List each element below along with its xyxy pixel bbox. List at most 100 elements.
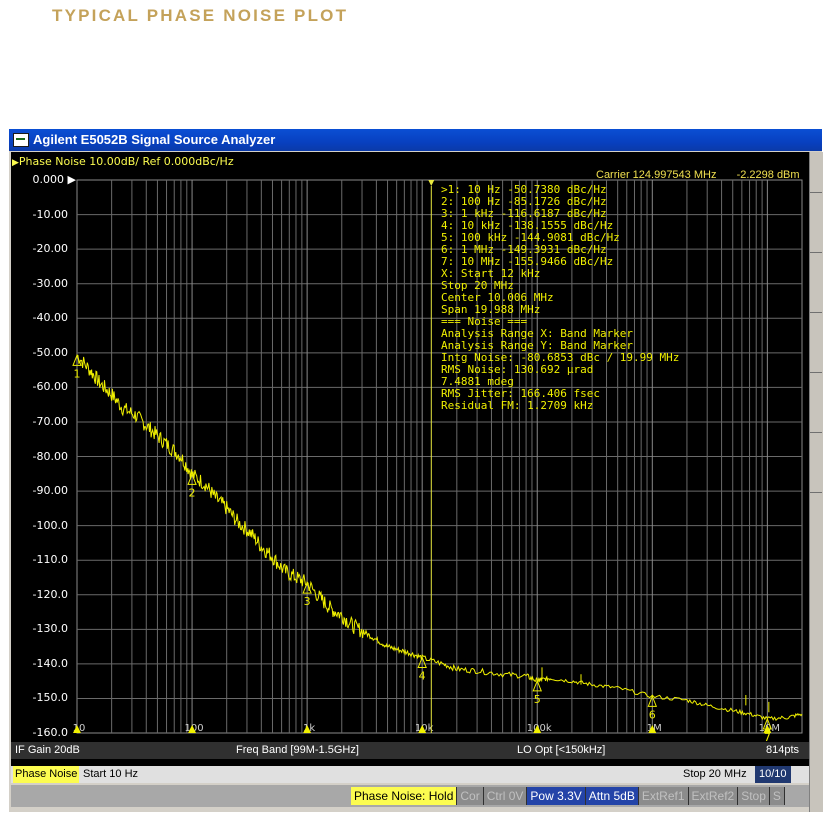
marker-label: 1 — [74, 367, 81, 380]
marker-table-row: RMS Jitter: 166.406 fsec — [441, 387, 600, 400]
softkey-5[interactable]: ExtRef1 — [638, 787, 689, 805]
softkey-0[interactable]: Phase Noise: Hold — [351, 787, 458, 805]
softkey-3[interactable]: Pow 3.3V — [527, 787, 586, 805]
ref-level-label: 0.000 ▶ — [32, 173, 76, 186]
x-tick-label: 100 — [185, 723, 204, 734]
rail-segment — [810, 152, 822, 193]
carrier-level: -2.2298 dBm — [736, 169, 800, 181]
x-tick-label: 100k — [527, 723, 552, 734]
marker-label: 3 — [304, 595, 311, 608]
marker-table-row: 3: 1 kHz -116.6187 dBc/Hz — [441, 207, 607, 220]
marker-triangle — [72, 354, 82, 366]
marker-table-row: Analysis Range Y: Band Marker — [441, 339, 633, 352]
y-tick-label: -140.0 — [32, 656, 68, 670]
y-tick-label: -110.0 — [32, 553, 68, 567]
marker-axis-indicator — [73, 725, 81, 733]
marker-axis-indicator — [648, 725, 657, 733]
y-tick-label: -150.0 — [32, 691, 68, 705]
marker-label: 6 — [649, 708, 656, 721]
rail-segment — [810, 192, 822, 253]
softkey-4[interactable]: Attn 5dB — [585, 787, 639, 805]
status-bar-settings: IF Gain 20dB Freq Band [99M-1.5GHz] LO O… — [11, 742, 809, 759]
marker-label: 7 — [764, 731, 771, 744]
page-indicator[interactable]: 10/10 — [755, 766, 791, 783]
y-tick-label: -80.00 — [32, 449, 68, 463]
marker-axis-indicator — [188, 725, 197, 733]
trace-screen[interactable]: 10 100 1k 10k 100k 1M 10M 1 2 3 4 5 6 7 >1: 10 Hz -50.… — [11, 152, 809, 781]
points-label: 814pts — [766, 744, 800, 756]
x-tick-label: 1k — [303, 723, 315, 734]
x-tick-label: 10 — [73, 723, 86, 734]
y-tick-label: -70.00 — [32, 414, 68, 428]
marker-axis-indicator — [763, 725, 772, 733]
marker-table-row: 7.4881 mdeg — [441, 375, 514, 388]
marker-table-row: Span 19.988 MHz — [441, 303, 540, 316]
window-titlebar[interactable]: Agilent E5052B Signal Source Analyzer — [9, 129, 822, 151]
marker-triangle — [187, 473, 197, 485]
trace-active-arrow-icon: ▶ — [12, 158, 19, 168]
marker-triangle — [302, 581, 312, 594]
y-tick-label: -60.00 — [32, 380, 68, 394]
softkey-2[interactable]: Ctrl 0V — [483, 787, 528, 805]
trace-header: ▶Phase Noise 10.00dB/ Ref 0.000dBc/Hz — [12, 155, 234, 168]
carrier-info: Carrier 124.997543 MHz -2.2298 dBm — [596, 169, 800, 181]
marker-table-row: 4: 10 kHz -138.1555 dBc/Hz — [441, 219, 613, 232]
marker-table-row: X: Start 12 kHz — [441, 267, 540, 280]
freq-band-label: Freq Band [99M-1.5GHz] — [236, 744, 359, 756]
measurement-mode-tab[interactable]: Phase Noise — [13, 766, 80, 783]
marker-table-row: Center 10.006 MHz — [441, 291, 554, 304]
y-tick-label: -10.00 — [32, 207, 68, 221]
stop-frequency: Stop 20 MHz — [683, 768, 747, 780]
page-heading: TYPICAL PHASE NOISE PLOT — [52, 6, 349, 25]
y-tick-label: -40.00 — [32, 311, 68, 325]
marker-table-row: Residual FM: 1.2709 kHz — [441, 399, 593, 412]
marker-table-row: Stop 20 MHz — [441, 279, 514, 292]
softkey-6[interactable]: ExtRef2 — [688, 787, 739, 805]
marker-label: 4 — [419, 669, 426, 682]
rail-segment — [810, 432, 822, 493]
y-tick-label: -50.00 — [32, 345, 68, 359]
marker-table-row: 2: 100 Hz -85.1726 dBc/Hz — [441, 195, 607, 208]
marker-table-row: Analysis Range X: Band Marker — [441, 327, 633, 340]
right-side-rail[interactable] — [809, 152, 823, 812]
app-icon — [13, 133, 29, 147]
rail-segment — [810, 372, 822, 433]
y-tick-label: -30.00 — [32, 276, 68, 290]
marker-label: 5 — [534, 693, 541, 706]
softkey-1[interactable]: Cor — [457, 787, 484, 805]
rail-segment — [810, 252, 822, 313]
x-tick-label: 10k — [415, 723, 434, 734]
status-bar-sweep: Phase Noise Start 10 Hz Stop 20 MHz 10/1… — [11, 766, 809, 783]
phase-noise-trace — [77, 354, 803, 722]
rail-segment — [810, 312, 822, 373]
if-gain-label: IF Gain 20dB — [15, 744, 80, 756]
trace-scale-label: Phase Noise 10.00dB/ Ref 0.000dBc/Hz — [18, 155, 234, 168]
window-title: Agilent E5052B Signal Source Analyzer — [33, 132, 276, 147]
marker-axis-indicator — [418, 725, 427, 733]
start-frequency: Start 10 Hz — [83, 768, 139, 780]
marker-table-row: >1: 10 Hz -50.7380 dBc/Hz — [441, 183, 607, 196]
lo-opt-label: LO Opt [<150kHz] — [517, 744, 606, 756]
y-tick-label: -90.00 — [32, 484, 68, 498]
y-tick-label: -100.0 — [32, 518, 68, 532]
carrier-frequency: Carrier 124.997543 MHz — [596, 169, 717, 181]
marker-table-row: 5: 100 kHz -144.9081 dBc/Hz — [441, 231, 620, 244]
marker-axis-indicator — [303, 725, 312, 733]
marker-table-row: 7: 10 MHz -155.9466 dBc/Hz — [441, 255, 613, 268]
marker-triangle — [417, 656, 427, 668]
marker-axis-indicator — [533, 725, 542, 733]
y-tick-label: -130.0 — [32, 622, 68, 636]
y-tick-label: -160.0 — [32, 726, 68, 739]
softkey-7[interactable]: Stop — [738, 787, 770, 805]
marker-table-row: === Noise === — [441, 315, 527, 328]
band-marker-arrow — [428, 180, 435, 186]
marker-table-row: RMS Noise: 130.692 µrad — [441, 363, 593, 376]
softkey-8[interactable]: S — [769, 787, 785, 805]
analyzer-window: Agilent E5052B Signal Source Analyzer 10… — [9, 129, 823, 812]
marker-triangle — [532, 679, 542, 692]
marker-triangle — [647, 694, 658, 707]
marker-table-row: 6: 1 MHz -149.3931 dBc/Hz — [441, 243, 607, 256]
x-tick-label: 1M — [647, 723, 662, 734]
softkey-row: Phase Noise: Hold Cor Ctrl 0V Pow 3.3V Attn … — [351, 787, 785, 805]
